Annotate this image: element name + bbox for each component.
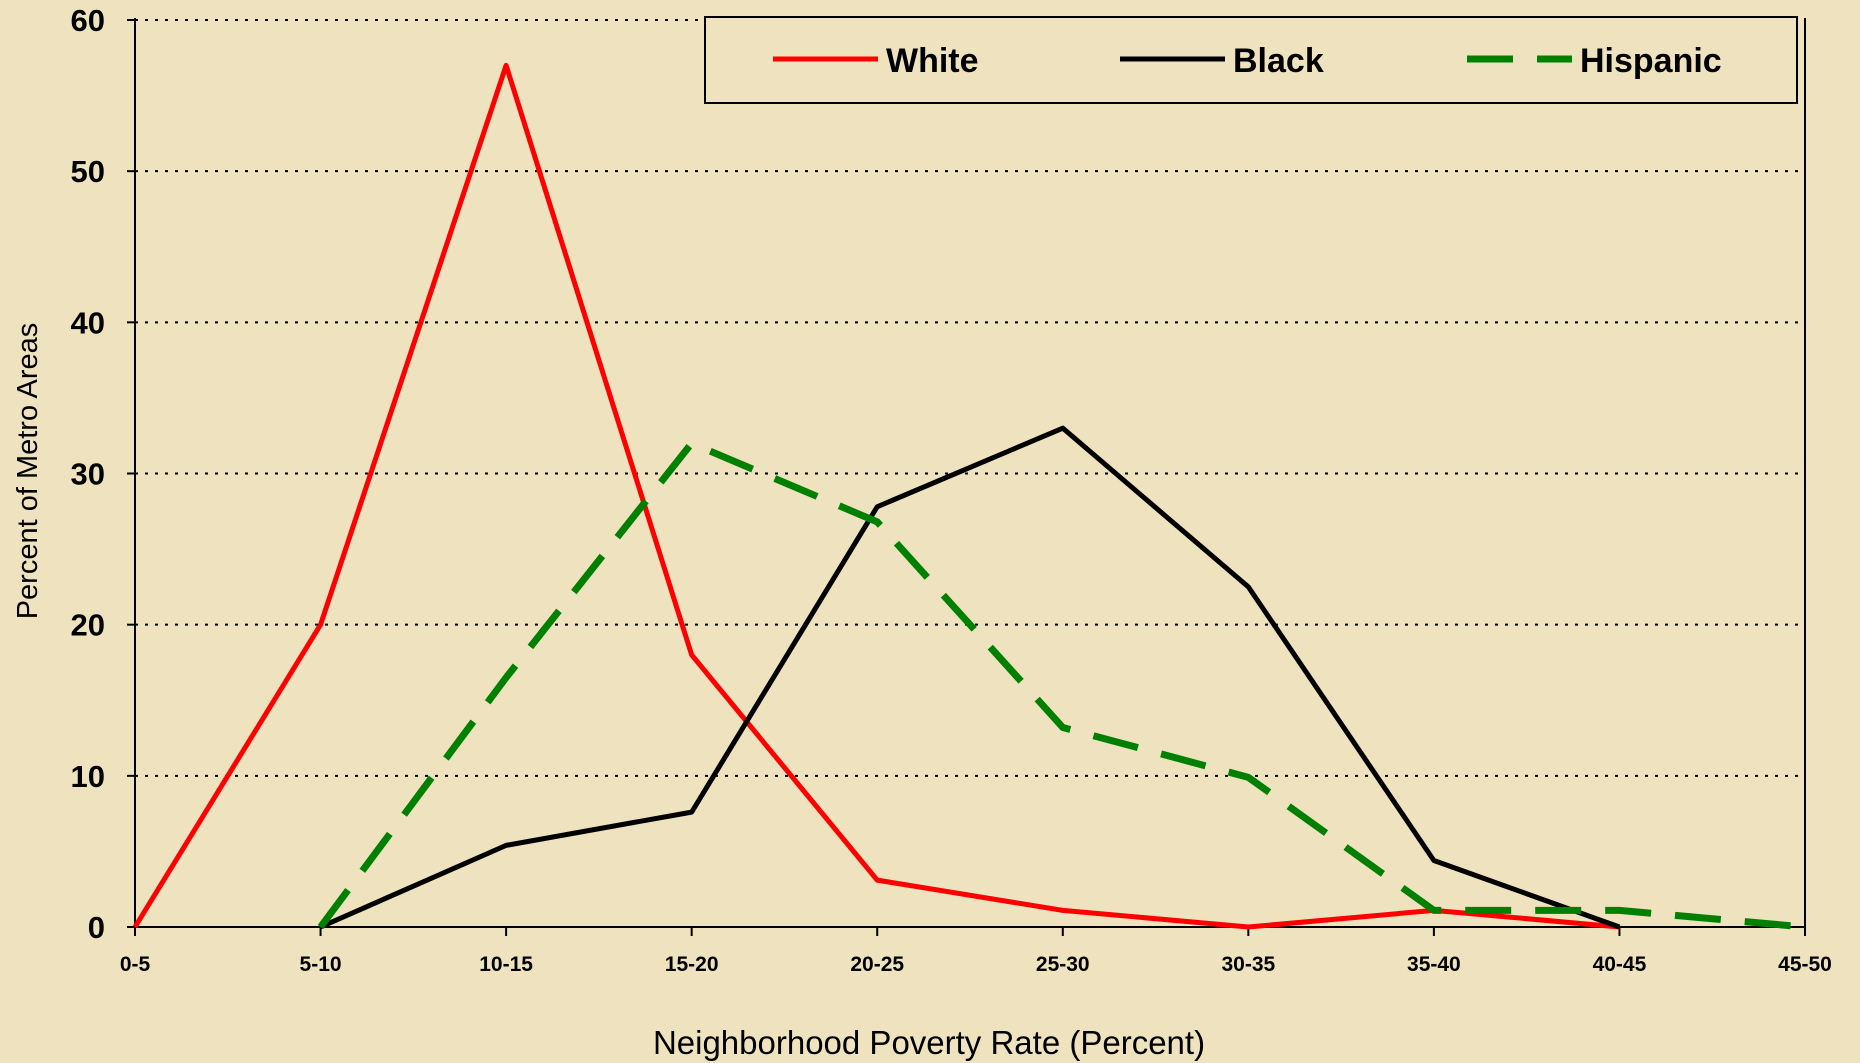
y-tick-label: 20 [71, 608, 105, 643]
x-axis-title: Neighborhood Poverty Rate (Percent) [653, 1024, 1205, 1061]
x-tick-label: 10-15 [479, 953, 533, 976]
legend-label-white: White [886, 42, 979, 80]
legend-label-black: Black [1233, 42, 1324, 80]
legend-label-hispanic: Hispanic [1580, 42, 1722, 80]
y-tick-label: 30 [71, 457, 105, 492]
x-tick-label: 15-20 [665, 953, 719, 976]
y-axis-title: Percent of Metro Areas [12, 323, 44, 620]
y-tick-labels: 0 10 20 30 40 50 60 [71, 3, 105, 945]
y-tick-label: 0 [88, 910, 105, 945]
series-line-white [132, 62, 1620, 930]
x-tick-label: 0-5 [120, 953, 151, 976]
axes [127, 18, 1806, 936]
y-tick-label: 60 [71, 3, 105, 38]
legend: White Black Hispanic [704, 16, 1798, 104]
gridlines [135, 19, 1805, 777]
x-tick-label: 30-35 [1221, 953, 1275, 976]
x-tick-label: 35-40 [1407, 953, 1461, 976]
series-line-black [319, 425, 1621, 930]
x-tick-labels: 0-5 5-10 10-15 15-20 20-25 25-30 30-35 35-40 40-… [120, 953, 1832, 976]
y-tick-label: 10 [71, 759, 105, 794]
series-lines [132, 62, 1806, 931]
y-tick-label: 40 [71, 305, 105, 340]
legend-box [704, 16, 1798, 104]
x-tick-label: 20-25 [850, 953, 904, 976]
x-tick-label: 25-30 [1036, 953, 1090, 976]
x-tick-label: 40-45 [1593, 953, 1647, 976]
series-line-hispanic [317, 439, 1806, 931]
x-tick-label: 5-10 [300, 953, 342, 976]
y-tick-label: 50 [71, 154, 105, 189]
x-tick-label: 45-50 [1778, 953, 1832, 976]
